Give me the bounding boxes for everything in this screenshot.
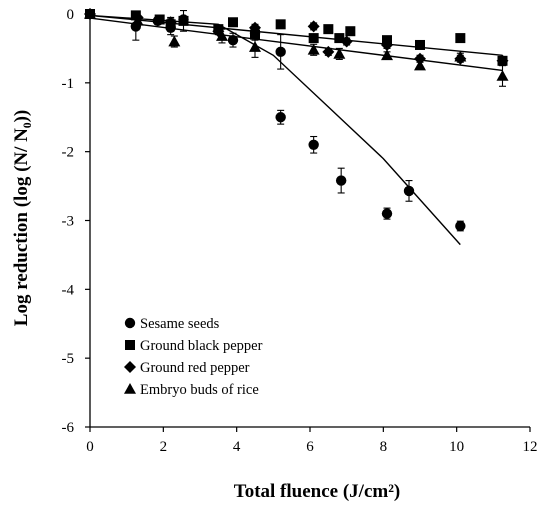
ground-red-pepper-point	[496, 54, 509, 67]
ground-black-pepper-point	[308, 33, 319, 44]
ground-black-pepper-point	[323, 24, 334, 35]
embryo-buds-of-rice-point	[307, 43, 320, 55]
embryo-buds-of-rice-fit-line	[89, 17, 503, 72]
ground-black-pepper-point	[415, 39, 425, 50]
legend-marker-embryo-buds-of-rice	[124, 383, 136, 394]
ground-black-pepper-point	[345, 26, 356, 37]
embryo-buds-of-rice-point	[168, 35, 181, 47]
embryo-buds-of-rice-point	[333, 47, 346, 59]
sesame-seeds-point	[275, 46, 286, 58]
ground-black-pepper-fit-line	[89, 14, 503, 56]
ground-red-pepper-point	[249, 21, 261, 34]
y-tick-label: -3	[62, 214, 75, 230]
x-tick-label: 10	[449, 439, 464, 455]
y-tick-label: -2	[62, 145, 75, 161]
ground-black-pepper-point	[455, 33, 466, 44]
ground-black-pepper-point	[154, 14, 165, 25]
ground-black-pepper-point	[228, 17, 238, 28]
x-tick-label: 12	[523, 439, 538, 455]
x-tick-label: 0	[86, 439, 94, 455]
ground-black-pepper-point	[275, 19, 286, 30]
embryo-buds-of-rice-point	[381, 49, 393, 61]
y-tick-label: -6	[62, 420, 75, 436]
ground-black-pepper-point	[250, 29, 260, 40]
ground-black-pepper-point	[334, 33, 345, 44]
ground-red-pepper-point	[340, 35, 353, 48]
y-axis-title: Log reduction (log (N/ N₀))	[11, 110, 32, 326]
ground-red-pepper-point	[164, 16, 177, 29]
sesame-seeds-point	[275, 112, 286, 123]
axes	[85, 13, 531, 432]
sesame-seeds-point	[308, 139, 319, 150]
legend-label-ground-red-pepper: Ground red pepper	[140, 360, 250, 376]
legend-marker-sesame-seeds	[124, 317, 136, 329]
legend-label-ground-black-pepper: Ground black pepper	[140, 338, 263, 354]
sesame-seeds-point	[227, 34, 239, 46]
y-tick-label: -1	[62, 76, 75, 92]
y-tick-label: 0	[67, 7, 75, 23]
x-tick-label: 8	[380, 439, 388, 455]
x-tick-label: 2	[160, 439, 168, 455]
legend: Sesame seeds Ground black pepper Ground re…	[124, 316, 263, 398]
embryo-buds-of-rice-point	[496, 69, 509, 81]
ground-red-pepper-point	[414, 52, 426, 65]
embryo-buds-of-rice-point	[249, 41, 261, 52]
embryo-buds-of-rice-point	[454, 50, 467, 62]
embryo-buds-of-rice-point	[216, 30, 228, 41]
legend-label-sesame-seeds: Sesame seeds	[140, 316, 220, 332]
ground-black-pepper-point	[178, 15, 189, 26]
sesame-seeds-point	[403, 185, 415, 197]
x-tick-label: 4	[233, 439, 241, 455]
embryo-buds-of-rice-point	[84, 8, 96, 19]
sesame-seeds-fit-line	[89, 14, 461, 246]
legend-label-embryo-buds-of-rice: Embryo buds of rice	[140, 382, 259, 398]
y-tick-label: -5	[62, 351, 75, 367]
tick-labels: 0 2 4 6 8 10 12 0 -1 -2 -3 -4 -5 -6	[62, 7, 538, 455]
embryo-buds-of-rice-point	[414, 59, 426, 71]
ground-red-pepper-point	[307, 20, 320, 33]
legend-marker-ground-red-pepper	[124, 361, 136, 373]
sesame-seeds-point	[455, 220, 466, 232]
data-points	[84, 8, 509, 232]
y-tick-label: -4	[62, 282, 75, 298]
ground-red-pepper-point	[381, 38, 393, 51]
ground-red-pepper-point	[322, 45, 335, 58]
legend-marker-ground-black-pepper	[125, 340, 135, 350]
sesame-seeds-point	[335, 175, 347, 186]
embryo-buds-of-rice-point	[131, 14, 144, 26]
x-tick-label: 6	[306, 439, 314, 455]
fit-lines	[89, 14, 503, 246]
error-bars	[132, 10, 506, 232]
x-axis-title: Total fluence (J/cm²)	[234, 481, 400, 502]
sesame-seeds-point	[381, 208, 393, 219]
